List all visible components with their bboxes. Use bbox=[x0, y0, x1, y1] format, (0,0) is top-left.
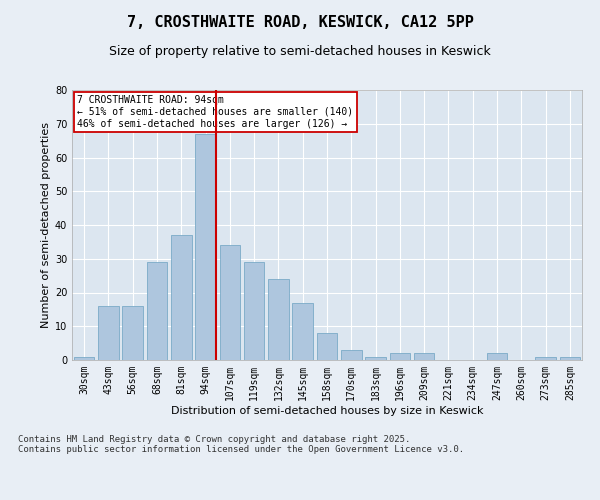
Text: 7, CROSTHWAITE ROAD, KESWICK, CA12 5PP: 7, CROSTHWAITE ROAD, KESWICK, CA12 5PP bbox=[127, 15, 473, 30]
Text: 7 CROSTHWAITE ROAD: 94sqm
← 51% of semi-detached houses are smaller (140)
46% of: 7 CROSTHWAITE ROAD: 94sqm ← 51% of semi-… bbox=[77, 96, 353, 128]
Bar bbox=[341, 350, 362, 360]
Bar bbox=[171, 235, 191, 360]
Bar bbox=[535, 356, 556, 360]
Bar bbox=[74, 356, 94, 360]
Bar bbox=[560, 356, 580, 360]
Text: Size of property relative to semi-detached houses in Keswick: Size of property relative to semi-detach… bbox=[109, 45, 491, 58]
Bar bbox=[98, 306, 119, 360]
Bar bbox=[389, 353, 410, 360]
Bar bbox=[268, 279, 289, 360]
Bar bbox=[317, 333, 337, 360]
Bar bbox=[487, 353, 508, 360]
X-axis label: Distribution of semi-detached houses by size in Keswick: Distribution of semi-detached houses by … bbox=[171, 406, 483, 415]
Bar bbox=[122, 306, 143, 360]
Bar bbox=[414, 353, 434, 360]
Y-axis label: Number of semi-detached properties: Number of semi-detached properties bbox=[41, 122, 50, 328]
Bar bbox=[195, 134, 216, 360]
Bar bbox=[365, 356, 386, 360]
Bar bbox=[146, 262, 167, 360]
Bar bbox=[244, 262, 265, 360]
Bar bbox=[292, 302, 313, 360]
Text: Contains HM Land Registry data © Crown copyright and database right 2025.
Contai: Contains HM Land Registry data © Crown c… bbox=[18, 435, 464, 454]
Bar bbox=[220, 245, 240, 360]
